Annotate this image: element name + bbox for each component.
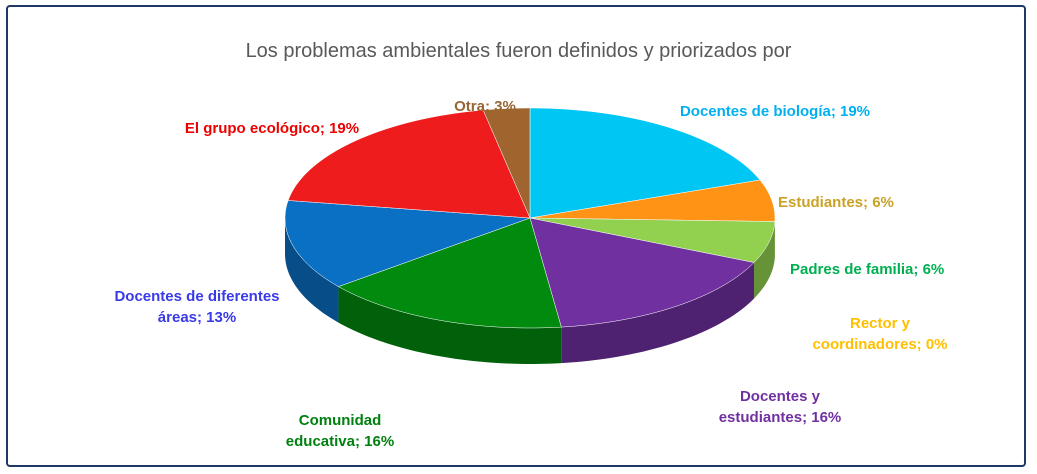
data-label: Rector y coordinadores; 0% [805, 313, 955, 355]
value-label: 3% [494, 98, 516, 115]
value-label: 0% [925, 336, 948, 353]
category-label: Docentes y estudiantes; [718, 388, 821, 426]
value-label: 19% [840, 103, 871, 120]
slice-side [338, 286, 562, 364]
slice [287, 109, 531, 219]
slice [337, 217, 562, 329]
data-label: Docentes y estudiantes; 16% [710, 386, 850, 428]
data-label: El grupo ecológico; 19% [182, 118, 362, 139]
slice [482, 107, 531, 219]
data-label: Docentes de diferentes áreas; 13% [102, 286, 292, 328]
chart-title: Los problemas ambientales fueron definid… [245, 40, 792, 62]
value-label: 6% [922, 261, 945, 278]
slice-side [285, 218, 339, 323]
value-label: 16% [811, 409, 842, 426]
slice [529, 107, 761, 219]
data-label: Estudiantes; 6% [778, 192, 978, 213]
category-label: Docentes de diferentes áreas; [114, 288, 280, 326]
data-label: Docentes de biología; 19% [675, 101, 875, 122]
value-label: 6% [872, 194, 894, 211]
value-label: 16% [364, 433, 395, 450]
category-label: El grupo ecológico; [184, 120, 325, 137]
slice-side [754, 221, 775, 299]
category-label: Otra; [454, 98, 490, 115]
category-label: Estudiantes; [778, 194, 869, 211]
data-label: Comunidad educativa; 16% [270, 410, 410, 452]
slice [529, 217, 755, 328]
value-label: 19% [329, 120, 360, 137]
slice-side [561, 262, 755, 364]
slice [529, 179, 776, 222]
chart-frame [6, 5, 1026, 467]
slice [284, 200, 531, 287]
value-label: 13% [206, 309, 237, 326]
category-label: Rector y coordinadores; [812, 315, 922, 353]
slice [529, 217, 776, 263]
category-label: Docentes de biología; [679, 103, 836, 120]
category-label: Padres de familia; [790, 261, 919, 278]
data-label: Otra; 3% [405, 96, 565, 117]
category-label: Comunidad educativa; [285, 412, 382, 450]
data-label: Padres de familia; 6% [790, 259, 990, 280]
